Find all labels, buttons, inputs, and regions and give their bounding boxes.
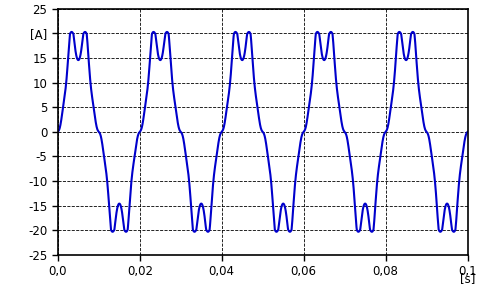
- Text: [s]: [s]: [460, 272, 475, 285]
